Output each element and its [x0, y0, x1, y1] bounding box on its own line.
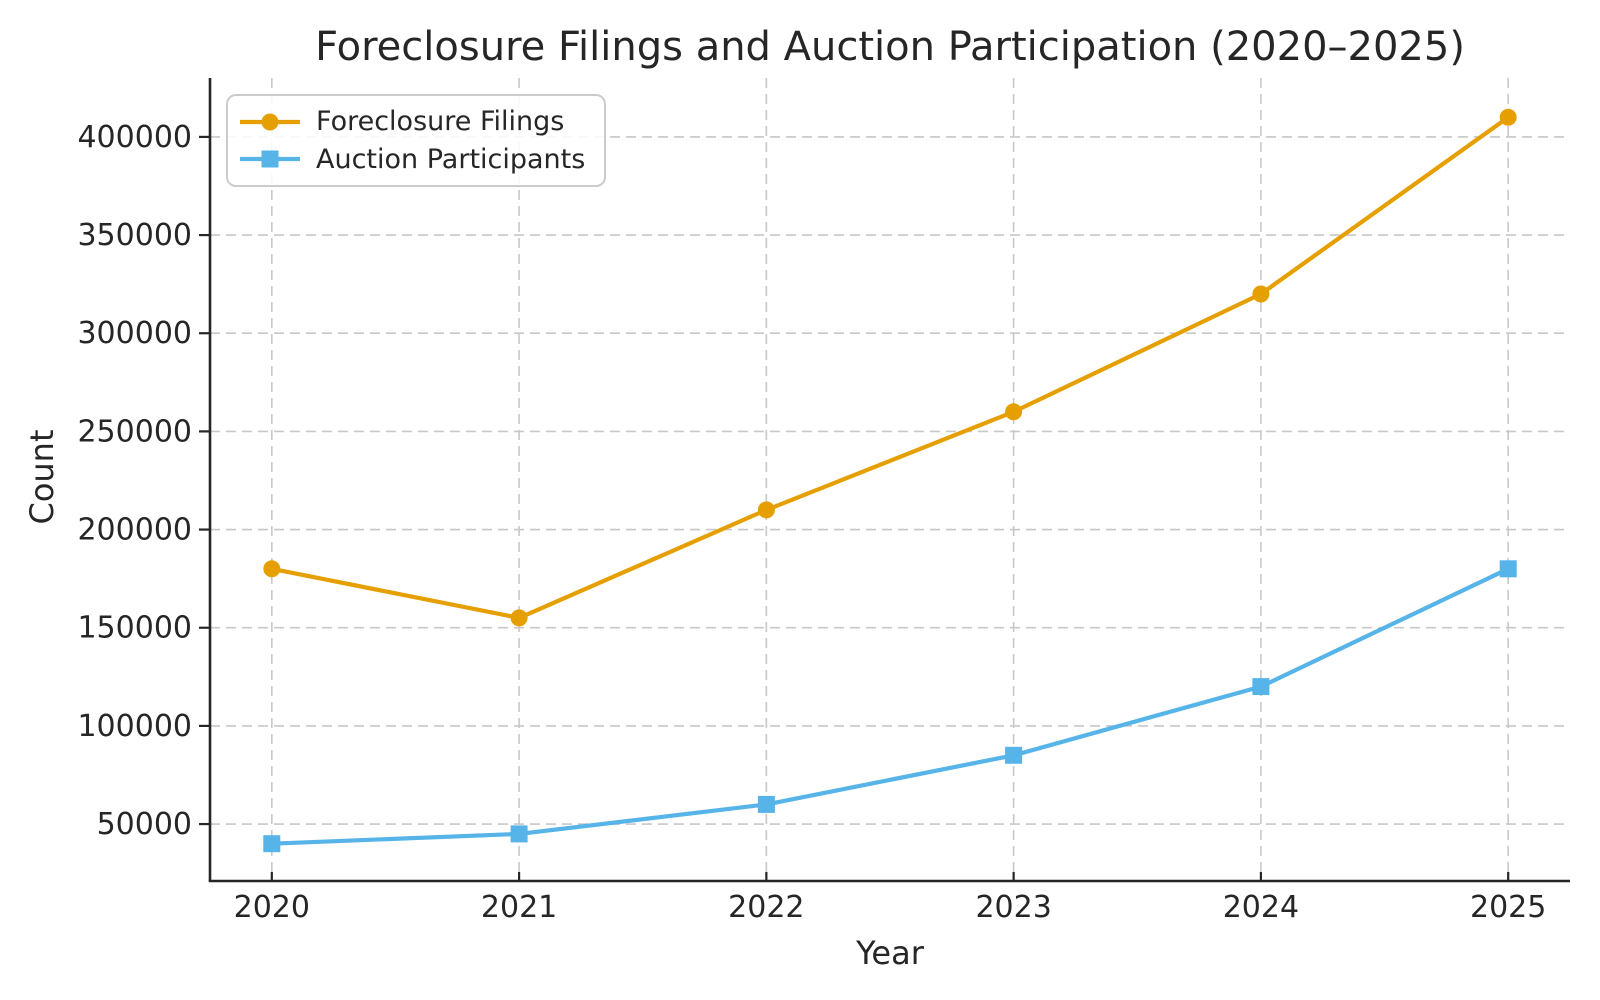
gridlines — [210, 78, 1570, 881]
series-foreclosure-filings — [263, 108, 1517, 627]
legend-label: Auction Participants — [316, 143, 586, 175]
svg-text:100000: 100000 — [77, 709, 192, 744]
svg-text:2025: 2025 — [1470, 890, 1546, 925]
svg-text:400000: 400000 — [77, 120, 192, 155]
svg-text:2022: 2022 — [728, 890, 804, 925]
legend-label: Foreclosure Filings — [316, 106, 565, 138]
legend-line-circle-icon — [240, 113, 300, 131]
svg-text:2024: 2024 — [1223, 890, 1299, 925]
svg-text:350000: 350000 — [77, 218, 192, 253]
legend-item-foreclosure-filings: Foreclosure Filings — [238, 106, 594, 137]
x-axis-title: Year — [856, 934, 924, 972]
svg-text:300000: 300000 — [77, 316, 192, 351]
svg-text:2023: 2023 — [975, 890, 1051, 925]
legend-item-auction-participants: Auction Participants — [238, 144, 594, 175]
chart-title: Foreclosure Filings and Auction Particip… — [315, 24, 1465, 70]
svg-text:50000: 50000 — [97, 807, 192, 842]
svg-text:2021: 2021 — [481, 890, 557, 925]
axes: 2020 2021 2022 2023 2024 2025 50000 1000… — [77, 78, 1570, 925]
svg-text:200000: 200000 — [77, 513, 192, 548]
svg-text:150000: 150000 — [77, 611, 192, 646]
y-axis-title: Count — [23, 429, 61, 525]
legend-line-square-icon — [240, 150, 300, 168]
series-auction-participants — [263, 560, 1517, 853]
legend: Foreclosure Filings Auction Participants — [226, 94, 606, 187]
svg-text:250000: 250000 — [77, 414, 192, 449]
svg-text:2020: 2020 — [234, 890, 310, 925]
